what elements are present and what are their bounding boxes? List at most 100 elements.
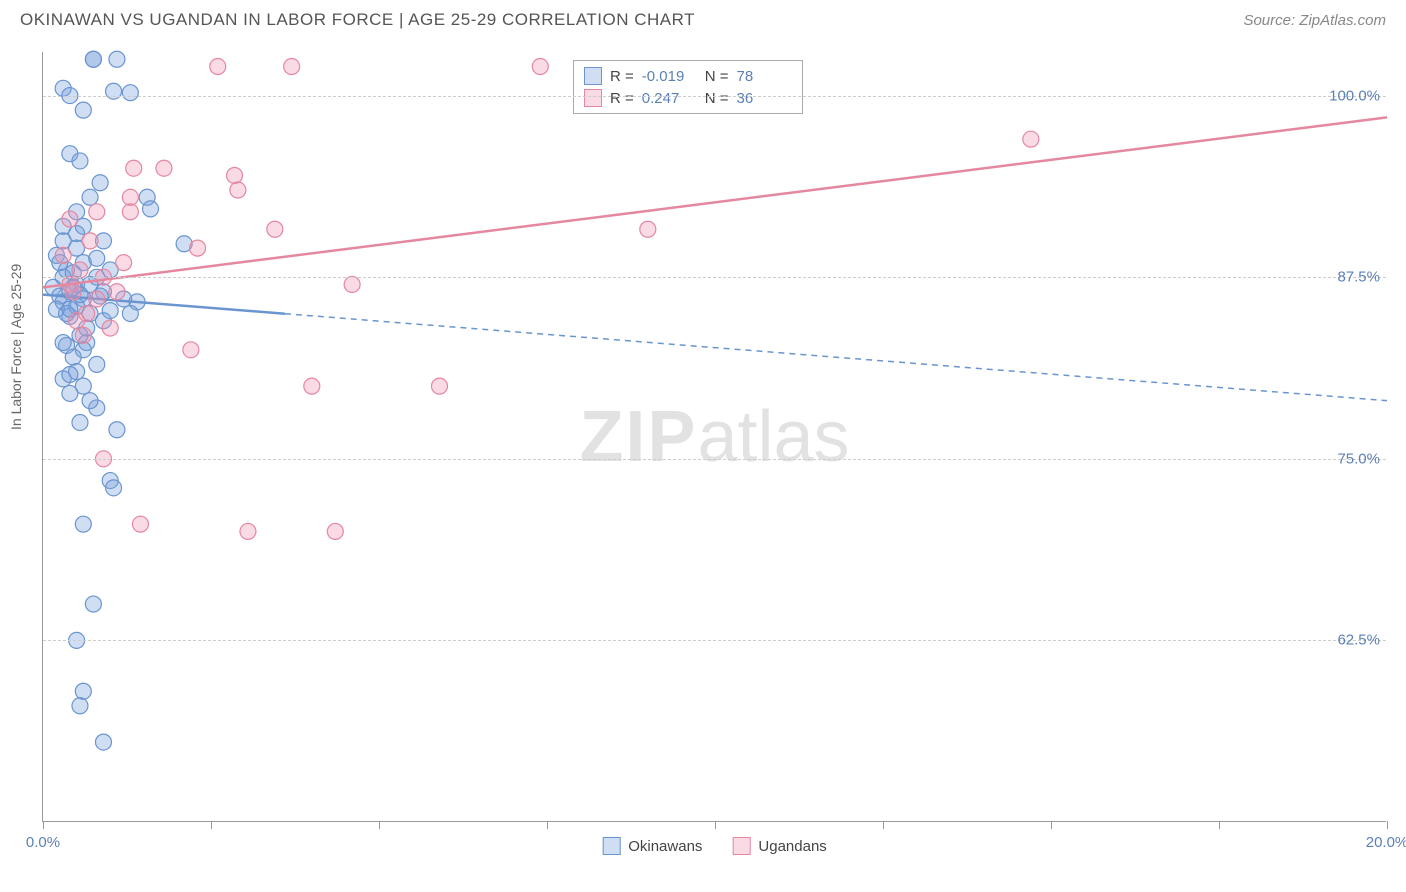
- n-label: N =: [705, 90, 729, 107]
- data-point: [431, 378, 447, 394]
- gridline: [43, 96, 1386, 97]
- r-value-okinawans: -0.019: [642, 68, 697, 85]
- data-point: [82, 233, 98, 249]
- gridline: [43, 640, 1386, 641]
- swatch-ugandans: [732, 837, 750, 855]
- correlation-legend: R = -0.019 N = 78 R = 0.247 N = 36: [573, 60, 803, 114]
- data-point: [284, 59, 300, 75]
- y-tick-label: 62.5%: [1337, 632, 1380, 649]
- r-label: R =: [610, 90, 634, 107]
- data-point: [75, 342, 91, 358]
- x-tick: [379, 821, 380, 829]
- data-point: [109, 422, 125, 438]
- data-point: [327, 523, 343, 539]
- x-tick: [1387, 821, 1388, 829]
- data-point: [116, 255, 132, 271]
- x-tick-label: 0.0%: [26, 834, 60, 851]
- data-point: [532, 59, 548, 75]
- x-tick: [211, 821, 212, 829]
- data-point: [62, 385, 78, 401]
- data-point: [82, 189, 98, 205]
- data-point: [109, 51, 125, 67]
- data-point: [156, 160, 172, 176]
- data-point: [240, 523, 256, 539]
- data-point: [92, 175, 108, 191]
- source-attribution: Source: ZipAtlas.com: [1243, 12, 1386, 29]
- data-point: [230, 182, 246, 198]
- scatter-svg: [43, 52, 1386, 821]
- data-point: [122, 189, 138, 205]
- data-point: [267, 221, 283, 237]
- series-legend: Okinawans Ugandans: [602, 837, 827, 855]
- data-point: [106, 83, 122, 99]
- gridline: [43, 459, 1386, 460]
- y-tick-label: 87.5%: [1337, 269, 1380, 286]
- legend-label-okinawans: Okinawans: [628, 838, 702, 855]
- legend-row-ugandans: R = 0.247 N = 36: [584, 87, 792, 109]
- data-point: [72, 262, 88, 278]
- data-point: [122, 85, 138, 101]
- data-point: [95, 734, 111, 750]
- data-point: [75, 327, 91, 343]
- data-point: [85, 51, 101, 67]
- data-point: [109, 284, 125, 300]
- data-point: [89, 250, 105, 266]
- data-point: [122, 204, 138, 220]
- data-point: [62, 367, 78, 383]
- x-tick: [1219, 821, 1220, 829]
- legend-item-ugandans: Ugandans: [732, 837, 826, 855]
- swatch-ugandans: [584, 89, 602, 107]
- x-tick: [715, 821, 716, 829]
- data-point: [1023, 131, 1039, 147]
- data-point: [89, 204, 105, 220]
- legend-label-ugandans: Ugandans: [758, 838, 826, 855]
- data-point: [72, 414, 88, 430]
- swatch-okinawans: [602, 837, 620, 855]
- data-point: [82, 393, 98, 409]
- data-point: [75, 683, 91, 699]
- y-tick-label: 100.0%: [1329, 87, 1380, 104]
- data-point: [102, 303, 118, 319]
- data-point: [106, 480, 122, 496]
- data-point: [65, 284, 81, 300]
- x-tick: [883, 821, 884, 829]
- chart-title: OKINAWAN VS UGANDAN IN LABOR FORCE | AGE…: [20, 10, 695, 30]
- data-point: [89, 356, 105, 372]
- n-value-okinawans: 78: [737, 68, 792, 85]
- legend-row-okinawans: R = -0.019 N = 78: [584, 65, 792, 87]
- x-tick-label: 20.0%: [1366, 834, 1406, 851]
- data-point: [143, 201, 159, 217]
- y-axis-label: In Labor Force | Age 25-29: [8, 264, 24, 430]
- y-tick-label: 75.0%: [1337, 450, 1380, 467]
- data-point: [132, 516, 148, 532]
- data-point: [85, 596, 101, 612]
- data-point: [183, 342, 199, 358]
- data-point: [210, 59, 226, 75]
- data-point: [75, 516, 91, 532]
- trend-line-dashed: [285, 314, 1387, 401]
- data-point: [126, 160, 142, 176]
- r-value-ugandans: 0.247: [642, 90, 697, 107]
- swatch-okinawans: [584, 67, 602, 85]
- data-point: [304, 378, 320, 394]
- n-label: N =: [705, 68, 729, 85]
- data-point: [102, 320, 118, 336]
- data-point: [75, 102, 91, 118]
- trend-line: [43, 117, 1387, 287]
- data-point: [69, 313, 85, 329]
- chart-plot-area: ZIPatlas R = -0.019 N = 78 R = 0.247 N =…: [42, 52, 1386, 822]
- gridline: [43, 277, 1386, 278]
- data-point: [227, 167, 243, 183]
- x-tick: [1051, 821, 1052, 829]
- r-label: R =: [610, 68, 634, 85]
- data-point: [89, 291, 105, 307]
- x-tick: [43, 821, 44, 829]
- data-point: [122, 306, 138, 322]
- data-point: [640, 221, 656, 237]
- legend-item-okinawans: Okinawans: [602, 837, 702, 855]
- n-value-ugandans: 36: [737, 90, 792, 107]
- data-point: [62, 211, 78, 227]
- data-point: [72, 153, 88, 169]
- x-tick: [547, 821, 548, 829]
- data-point: [190, 240, 206, 256]
